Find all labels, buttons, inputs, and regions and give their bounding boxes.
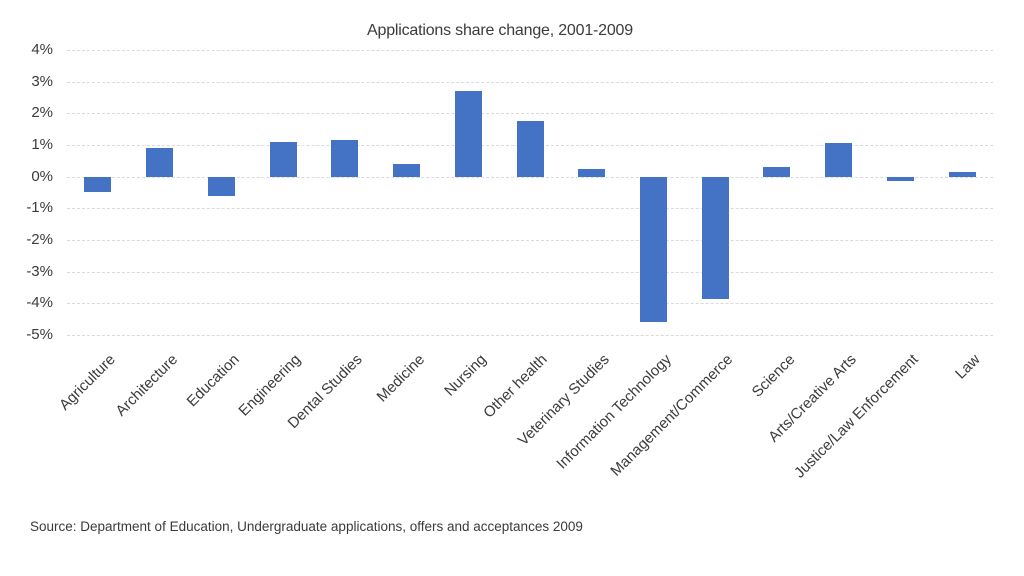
- bar: [516, 121, 544, 177]
- x-tick-label: Law: [951, 351, 984, 383]
- bar: [948, 171, 976, 177]
- bar: [639, 176, 667, 323]
- gridline: [67, 303, 993, 305]
- bar: [84, 176, 112, 193]
- gridline: [67, 208, 993, 210]
- x-tick-label: Information Technology: [552, 351, 675, 473]
- gridline: [67, 81, 993, 83]
- gridline: [67, 176, 993, 178]
- plot-area: [67, 50, 993, 336]
- x-tick-label: Nursing: [440, 351, 490, 400]
- gridline: [67, 271, 993, 273]
- bar: [207, 176, 235, 196]
- gridline: [67, 113, 993, 115]
- y-tick-label: 4%: [31, 41, 53, 58]
- bar: [825, 143, 853, 177]
- gridline: [67, 240, 993, 241]
- bar: [886, 176, 914, 182]
- chart-title: Applications share change, 2001-2009: [367, 22, 633, 39]
- y-tick-label: 2%: [31, 104, 53, 122]
- x-tick-label: Medicine: [373, 351, 428, 406]
- gridline: [67, 335, 993, 336]
- y-tick-label: -5%: [26, 326, 53, 343]
- bar: [454, 91, 482, 177]
- x-tick-label: Justice/Law Enforcement: [790, 351, 922, 482]
- bar: [269, 141, 297, 177]
- x-tick-label: Education: [183, 351, 243, 411]
- bar: [393, 164, 421, 177]
- y-tick-label: -1%: [26, 199, 53, 217]
- bar: [578, 168, 606, 177]
- x-tick-label: Architecture: [111, 351, 181, 420]
- gridline: [67, 50, 993, 51]
- y-tick-label: -3%: [26, 262, 53, 280]
- x-tick-label: Management/Commerce: [607, 351, 737, 480]
- bar: [701, 176, 729, 299]
- source-note: Source: Department of Education, Undergr…: [30, 519, 583, 534]
- x-tick-label: Agriculture: [56, 351, 119, 414]
- y-tick-label: 1%: [31, 136, 53, 153]
- y-tick-label: -4%: [26, 294, 53, 312]
- y-tick-label: 3%: [31, 72, 53, 90]
- bar: [331, 140, 359, 177]
- bar: [763, 167, 791, 177]
- x-tick-label: Science: [748, 351, 798, 401]
- y-tick-label: -2%: [26, 231, 53, 248]
- bar: [146, 148, 174, 177]
- y-tick-label: 0%: [31, 167, 53, 185]
